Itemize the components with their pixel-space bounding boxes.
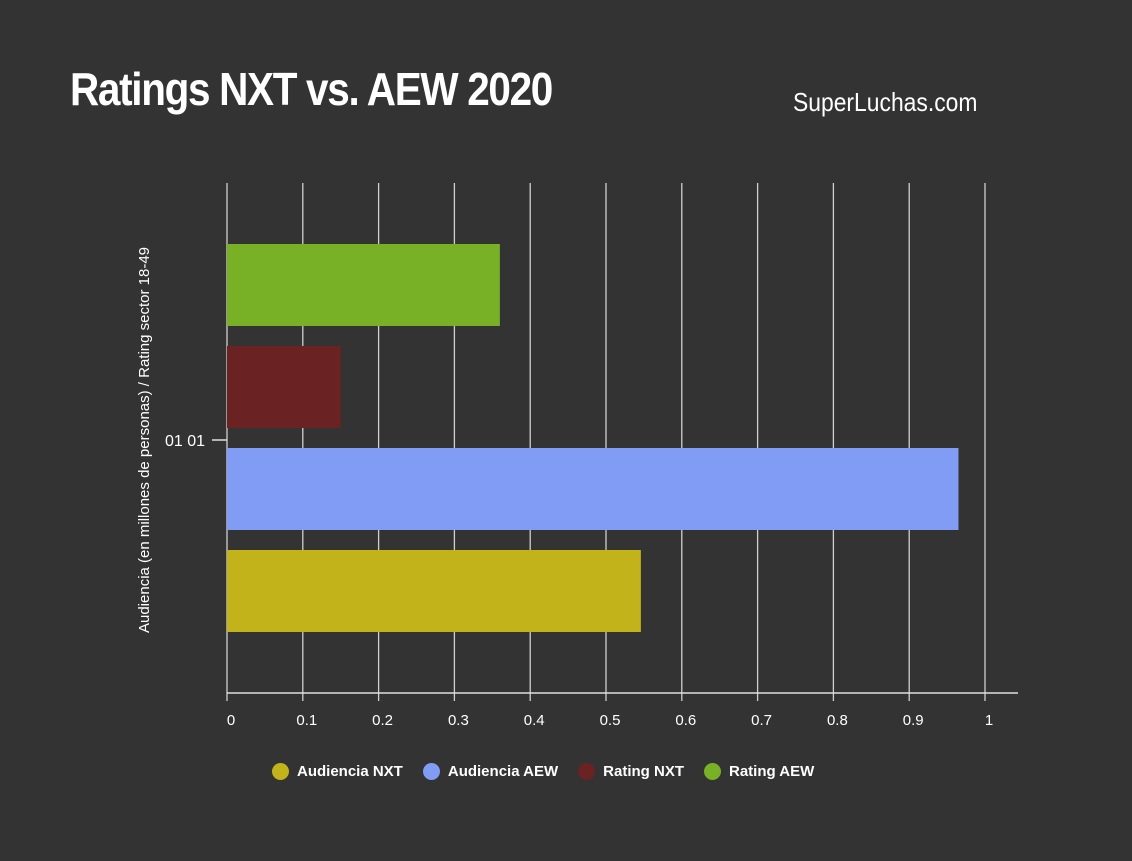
legend-label: Rating AEW <box>729 763 815 780</box>
x-tick-label: 0 <box>227 712 235 729</box>
x-tick-label: 0.1 <box>296 712 317 729</box>
source-label: SuperLuchas.com <box>793 87 978 117</box>
legend-label: Audiencia NXT <box>297 763 403 780</box>
x-tick-label: 0.3 <box>448 712 469 729</box>
x-tick-label: 0.7 <box>751 712 772 729</box>
legend-marker <box>272 763 289 780</box>
legend-item[interactable]: Audiencia NXT <box>272 763 403 780</box>
legend-item[interactable]: Rating NXT <box>578 763 684 780</box>
legend-marker <box>704 763 721 780</box>
legend-item[interactable]: Audiencia AEW <box>422 763 559 780</box>
chart-title: Ratings NXT vs. AEW 2020 <box>70 63 553 115</box>
x-tick-label: 0.5 <box>600 712 621 729</box>
legend-marker <box>578 763 596 780</box>
bar-rating-nxt <box>227 346 341 428</box>
x-tick-label: 0.2 <box>372 712 393 729</box>
bar-rating-aew <box>227 244 500 326</box>
legend-marker <box>422 763 440 780</box>
legend-label: Audiencia AEW <box>447 763 559 780</box>
bar-audiencia-aew <box>227 448 959 530</box>
bar-audiencia-nxt <box>227 550 641 632</box>
legend-item[interactable]: Rating AEW <box>704 763 814 780</box>
x-tick-label: 1 <box>985 712 993 729</box>
x-tick-label: 0.6 <box>675 712 696 729</box>
legend-label: Rating NXT <box>603 763 684 780</box>
y-tick-label: 01 01 <box>165 433 205 450</box>
legend: Audiencia NXT Audiencia AEW Rating NXT Rati… <box>272 763 814 780</box>
x-tick-label: 0.4 <box>524 712 545 729</box>
x-tick-label: 0.8 <box>827 712 848 729</box>
x-tick-label: 0.9 <box>903 712 924 729</box>
y-axis-label: Audiencia (en millones de personas) / Ra… <box>136 247 153 633</box>
